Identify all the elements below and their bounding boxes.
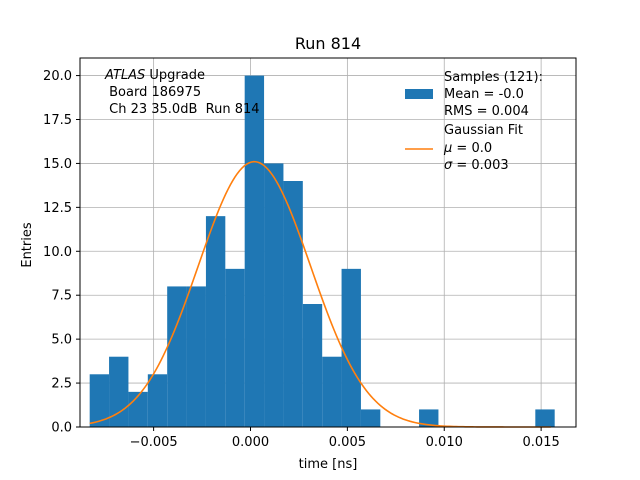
y-tick-label: 10.0: [43, 245, 72, 260]
y-tick-label: 12.5: [43, 201, 72, 216]
chart-title: Run 814: [295, 34, 361, 53]
y-axis-ticks: 0.0 2.5 5.0 7.5 10.0 12.5 15.0 17.5 20.0: [43, 69, 80, 436]
legend-samples-swatch: [405, 89, 433, 99]
y-tick-label: 2.5: [51, 377, 72, 392]
y-tick-label: 15.0: [43, 157, 72, 172]
legend: Samples (121): Mean = -0.0 RMS = 0.004 G…: [405, 70, 543, 173]
x-tick-label: 0.000: [232, 435, 269, 450]
histogram-bar: [205, 216, 226, 427]
plot-frame: [79, 57, 577, 428]
y-axis-label: Entries: [20, 222, 35, 268]
histogram-bar: [89, 374, 110, 427]
histogram-bar: [225, 268, 245, 427]
annotation-channel: Ch 23 35.0dB Run 814: [105, 102, 260, 117]
legend-mu-value: = 0.0: [452, 141, 492, 156]
histogram-bar: [419, 409, 439, 427]
histogram-bars: [89, 75, 555, 428]
legend-samples-mean: Mean = -0.0: [444, 87, 524, 102]
legend-fit-mu: μ = 0.0: [443, 141, 492, 156]
y-tick-label: 5.0: [51, 333, 72, 348]
histogram-bar: [360, 409, 381, 427]
y-tick-label: 0.0: [51, 421, 72, 436]
histogram-bar: [302, 304, 323, 427]
y-tick-label: 7.5: [51, 289, 72, 304]
histogram-bar: [167, 286, 187, 427]
legend-sigma-value: = 0.003: [452, 158, 508, 173]
legend-fit-title: Gaussian Fit: [444, 123, 523, 138]
legend-fit-sigma: σ = 0.003: [444, 158, 509, 173]
histogram-bar: [147, 374, 168, 427]
legend-mu-symbol: μ: [443, 141, 452, 156]
histogram-bar: [186, 286, 206, 427]
y-tick-label: 20.0: [43, 69, 72, 84]
legend-samples-rms: RMS = 0.004: [444, 104, 529, 119]
atlas-annotation: ATLAS Upgrade Board 186975 Ch 23 35.0dB …: [104, 68, 260, 117]
x-tick-label: 0.015: [523, 435, 560, 450]
annotation-atlas: ATLAS: [104, 68, 145, 83]
x-tick-label: 0.005: [329, 435, 366, 450]
histogram-bar: [322, 356, 342, 427]
histogram-bar: [128, 391, 148, 427]
x-tick-label: −0.005: [130, 435, 178, 450]
x-axis-label: time [ns]: [299, 457, 358, 472]
histogram-bar: [283, 181, 303, 427]
histogram-bar: [244, 75, 265, 428]
legend-samples-title: Samples (121):: [444, 70, 543, 85]
x-tick-label: 0.010: [426, 435, 463, 450]
x-axis-ticks: −0.005 0.000 0.005 0.010 0.015: [130, 427, 560, 450]
y-tick-label: 17.5: [43, 113, 72, 128]
legend-sigma-symbol: σ: [444, 158, 453, 173]
histogram-bar: [264, 163, 284, 427]
histogram-bar: [341, 268, 361, 427]
annotation-board: Board 186975: [105, 85, 201, 100]
annotation-upgrade: Upgrade: [145, 68, 205, 83]
histogram-bar: [535, 409, 555, 427]
annotation-line-1: ATLAS Upgrade: [104, 68, 205, 83]
